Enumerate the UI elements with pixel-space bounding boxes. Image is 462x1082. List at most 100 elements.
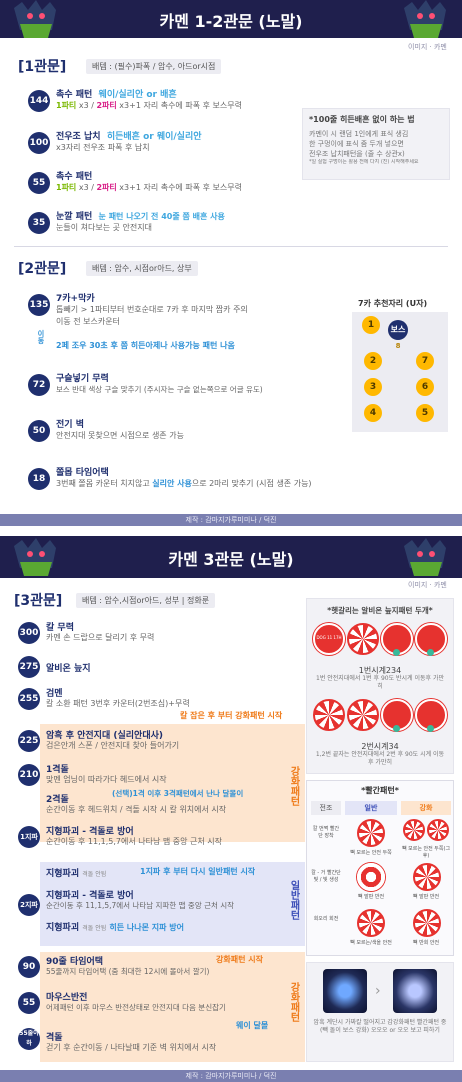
memo-title: *100줄 히든배흔 없이 하는 법 bbox=[309, 115, 415, 124]
pattern-desc: 순간이동 후 11,1,5,7에서 나타남 맵 중앙 근처 시작 bbox=[46, 837, 222, 846]
albion-caption-2-sub: 1,2번 끝자는 안전지대에서 2번 후 90도 시계 이동후 가만히 bbox=[315, 751, 445, 766]
pattern-title: 지형파괴 격돌 안됨 bbox=[46, 869, 107, 879]
red-pattern-title: *빨간패턴* bbox=[361, 786, 399, 795]
phase1-memo: *100줄 히든배흔 없이 하는 법 카멘이 시 랜덤 1인에게 표식 생김 한… bbox=[302, 108, 450, 180]
safe-marker-icon bbox=[393, 725, 400, 732]
pattern-title-2: 지형파괴 - 격돌로 방어 bbox=[46, 891, 134, 901]
hp-badge: 35 bbox=[28, 212, 50, 234]
phase1-title: [1관문] bbox=[18, 59, 67, 75]
section2-header: 카멘 3관문 (노말) bbox=[0, 536, 462, 578]
section2-credit: 이미지 · 카멘 bbox=[408, 581, 447, 589]
memo-line: 전우조 납치패턴을 (줄 수 상관x) bbox=[309, 150, 405, 158]
boss-screenshot-before bbox=[323, 969, 367, 1013]
hp-badge: 135 bbox=[28, 294, 50, 316]
mouse-reversal-caption: 암흑 계단시 가짜칼 떨어지고 감강화패턴 빨간패턴 중 (빽 돌이 보스 강화… bbox=[313, 1019, 447, 1034]
pattern-desc: 3번째 쫄몹 카운터 치지않고 실리안 사용으로 2마리 맞추기 (시점 생존 … bbox=[56, 479, 312, 488]
red-pattern-table: *빨간패턴* 전조 일반 강화 칼 번쩍 빨간단 장착 빽 모르는 안전 두쪽 … bbox=[306, 780, 454, 956]
albion-row-2 bbox=[313, 699, 449, 735]
boss-marker: 보스 bbox=[388, 320, 408, 340]
pattern-desc: 보스 반대 색상 구슬 맞추기 (주시자는 구슬 없는쪽으로 어글 유도) bbox=[56, 385, 263, 394]
pattern-title: 촉수 패턴 웨이/실리안 or 배흔 bbox=[56, 90, 177, 100]
pattern-desc: 카멘 손 드랍으로 달리기 후 무력 bbox=[46, 633, 155, 642]
hp-badge: 210 bbox=[18, 764, 40, 786]
pattern-title: 촉수 패턴 bbox=[56, 172, 93, 182]
pattern-desc: 어제패턴 이후 마우스 반전상태로 안전지대 다음 분신잡기 bbox=[46, 1003, 226, 1012]
pattern-title: 7카+막카 bbox=[56, 294, 95, 304]
safe-marker-icon bbox=[427, 649, 434, 656]
table-header: 강화 bbox=[401, 801, 451, 815]
position-4: 4 bbox=[364, 404, 382, 422]
strong-pattern-side-label-1: 강화패턴 bbox=[288, 766, 299, 806]
memo-line: 카멘이 시 랜덤 1인에게 표식 생김 bbox=[309, 130, 409, 138]
pattern-note: 1지파 후 부터 다시 일반패턴 시작 bbox=[140, 867, 256, 876]
red-pattern-icon bbox=[413, 863, 441, 891]
pattern-desc-2: 순간이동 후 11,1,5,7에서 나타남 지파한 맵 중앙 근처 시작 bbox=[46, 901, 235, 910]
hp-badge: 144 bbox=[28, 90, 50, 112]
row-normal: 빽 모르는/색을 안전 bbox=[350, 940, 392, 946]
pattern-title-2: 2격돌 bbox=[46, 795, 69, 805]
swamp-circle-icon bbox=[347, 699, 379, 731]
position-map: 1 보스 8 2 7 3 6 4 5 bbox=[352, 312, 448, 432]
dog-badge: DOG 11 17H bbox=[316, 635, 342, 640]
pattern-title: 전기 벽 bbox=[56, 420, 84, 430]
pattern-title: 쫄몹 타임어택 bbox=[56, 468, 109, 478]
pattern-title: 90줄 타임어택 bbox=[46, 957, 104, 967]
table-header: 일반 bbox=[345, 801, 397, 815]
safe-marker-icon bbox=[393, 649, 400, 656]
pattern-title: 전우조 납치 히든배흔 or 웨이/실리안 bbox=[56, 132, 202, 142]
table-header: 전조 bbox=[311, 801, 341, 815]
swamp-circle-icon bbox=[313, 623, 345, 655]
row-normal: 빽 발판 반전 bbox=[357, 894, 385, 900]
section2-title: 카멘 3관문 (노말) bbox=[168, 550, 294, 569]
hp-badge: 50 bbox=[28, 420, 50, 442]
pattern-desc: 맞멘 엄닝이 따라가다 헤드에서 시작 bbox=[46, 775, 167, 784]
boss-screenshot-after bbox=[393, 969, 437, 1013]
move-vertical-label: 이동 bbox=[37, 330, 45, 344]
pattern-desc: 걷기 후 순간이동 / 나타날때 기준 벽 위치에서 시작 bbox=[46, 1043, 217, 1052]
albion-caption-1: 1번시계234 bbox=[358, 666, 402, 675]
divider bbox=[14, 246, 448, 247]
kamen-mascot-left-icon bbox=[8, 538, 64, 578]
strong-pattern-band-2 bbox=[40, 952, 305, 1062]
pattern-note: 칼 잡은 후 부터 강화패턴 시작 bbox=[180, 711, 283, 720]
albion-row-1: DOG 11 17H bbox=[313, 623, 449, 659]
memo-line: *일 실험 구멍이는 활용 전에 다지 (진) 시작해주세요 bbox=[309, 159, 419, 165]
pattern-desc: x3자리 전우조 파폭 후 납치 bbox=[56, 143, 150, 152]
strong-pattern-band-1 bbox=[40, 724, 305, 842]
row-strong: 빽 발판 반전 bbox=[412, 894, 440, 900]
pattern-desc: 1파티 x3 / 2파티 x3+1 자리 촉수에 파폭 후 보스무력 bbox=[56, 183, 242, 192]
memo-line: 한 구멍이에 표식 줌 두개 넣으면 bbox=[309, 140, 404, 148]
pattern-note: 웨이 달몰 bbox=[236, 1021, 269, 1030]
position-8: 8 bbox=[395, 342, 401, 350]
albion-panel: *헷갈리는 알비온 늪지패턴 두개* DOG 11 17H 1번시계234 1번… bbox=[306, 598, 454, 774]
row-strong: 빽 모르는 안전 두쪽(그 후) bbox=[401, 846, 451, 859]
pattern-desc: 눈들이 쳐다보는 곳 안전지대 bbox=[56, 223, 152, 232]
red-pattern-icon bbox=[427, 819, 449, 841]
hp-badge: 1지파 bbox=[18, 826, 40, 848]
pattern-title: 1격돌 bbox=[46, 765, 69, 775]
position-2: 2 bbox=[364, 352, 382, 370]
arrow-right-icon: › bbox=[375, 983, 381, 999]
kamen-mascot-right-icon bbox=[398, 0, 454, 40]
pattern-desc-2: 순간이동 후 헤드위치 / 격돌 시작 시 칼 위치에서 시작 bbox=[46, 805, 227, 814]
row-label: 회오리 회전 bbox=[313, 916, 339, 922]
position-7: 7 bbox=[416, 352, 434, 370]
pattern-desc: 1파티 x3 / 2파티 x3+1 자리 촉수에 파폭 후 보스무력 bbox=[56, 101, 242, 110]
hp-badge: 72 bbox=[28, 374, 50, 396]
hp-badge: 55 bbox=[28, 172, 50, 194]
section1-title: 카멘 1-2관문 (노말) bbox=[159, 12, 303, 31]
phase1-role: 배템 : (필수)파폭 / 암수, 아드or시점 bbox=[86, 59, 222, 74]
red-pattern-icon bbox=[357, 909, 385, 937]
phase2-role: 배템 : 암수, 시점or아드, 상부 bbox=[86, 261, 198, 276]
section1-credit: 이미지 · 카멘 bbox=[408, 43, 447, 51]
red-pattern-icon bbox=[413, 909, 441, 937]
row-label: 칼 - 거 빨간단 빛 / 빛 생성 bbox=[311, 870, 341, 883]
section1-header: 카멘 1-2관문 (노말) bbox=[0, 0, 462, 38]
position-title: 7카 추천자리 (U자) bbox=[358, 299, 428, 308]
hp-badge: 55줄이하 bbox=[18, 1028, 40, 1050]
red-pattern-icon bbox=[403, 819, 425, 841]
row-normal: 빽 모르는 안전 두쪽 bbox=[350, 850, 392, 856]
pattern-desc: 칼 소환 패턴 3번후 카운터(2번조심)+무력 bbox=[46, 699, 190, 708]
pattern-title: 마우스반전 bbox=[46, 993, 88, 1003]
row-label: 칼 번쩍 빨간단 장착 bbox=[312, 826, 340, 839]
